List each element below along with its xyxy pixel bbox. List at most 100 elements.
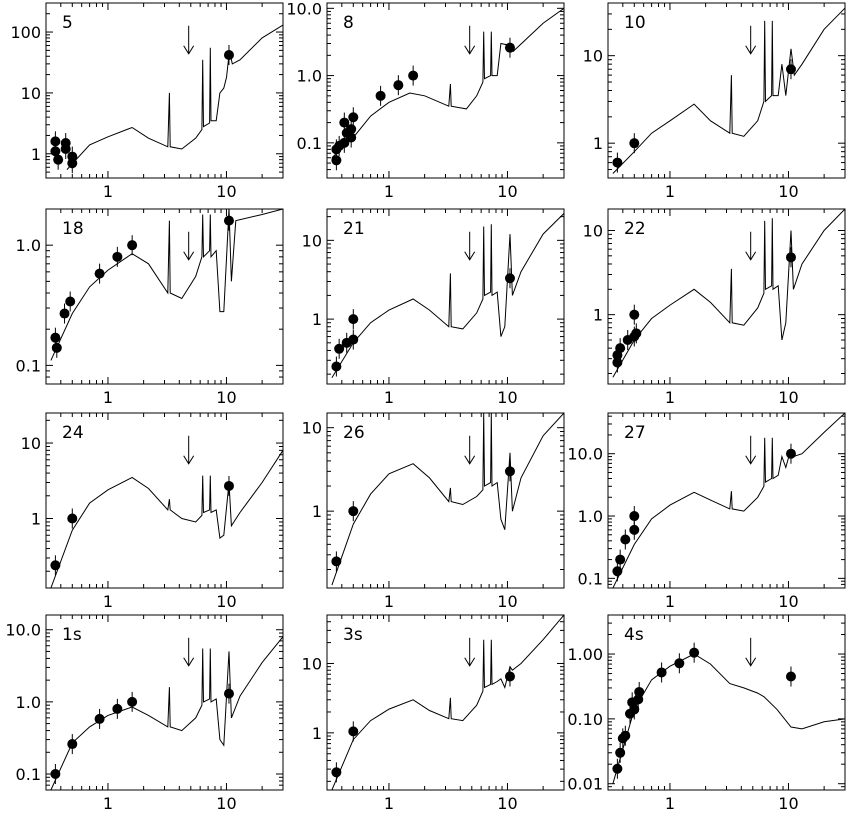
- x-tick-label: 1: [103, 592, 113, 611]
- x-tick-label: 10: [497, 794, 517, 813]
- model-sed-curve: [331, 615, 564, 790]
- data-point: [348, 334, 359, 345]
- data-point: [620, 534, 631, 545]
- x-tick-label: 1: [665, 182, 675, 201]
- upper-limit-arrowhead: [183, 455, 195, 465]
- panel-plot-area: [331, 7, 564, 171]
- data-point: [94, 268, 105, 279]
- y-tick-label: 100: [10, 23, 41, 42]
- y-tick-label: 10: [583, 221, 603, 240]
- data-point: [785, 671, 796, 682]
- sed-panel: 1 10 0.1 1.0 10.0 8: [286, 0, 565, 201]
- upper-limit-arrowhead: [183, 45, 195, 55]
- model-sed-curve: [612, 413, 845, 588]
- model-sed-curve: [50, 636, 283, 790]
- data-point: [615, 554, 626, 565]
- y-tick-label: 1: [312, 502, 322, 521]
- data-point: [674, 658, 685, 669]
- sed-panel: 1 10 0.1 1.0 10.0 27: [567, 412, 846, 611]
- data-point: [408, 70, 419, 81]
- sed-panel: 1 10 1 10 22: [583, 208, 846, 407]
- x-tick-label: 10: [778, 388, 798, 407]
- upper-limit-arrowhead: [745, 251, 757, 261]
- data-point: [346, 124, 357, 135]
- x-tick-label: 10: [778, 182, 798, 201]
- data-point: [348, 314, 359, 325]
- y-tick-label: 10: [583, 47, 603, 66]
- y-tick-label: 0.1: [16, 765, 41, 784]
- sed-panel: 1 10 1 10 21: [302, 208, 565, 407]
- y-tick-label: 1: [31, 510, 41, 529]
- y-tick-label: 10.0: [286, 0, 322, 18]
- data-point: [504, 466, 515, 477]
- y-tick-label: 1.00: [567, 645, 603, 664]
- y-tick-label: 1.0: [578, 507, 603, 526]
- y-tick-label: 1.0: [16, 236, 41, 255]
- y-tick-label: 10: [302, 231, 322, 250]
- panel-plot-area: [50, 435, 283, 588]
- panel-plot-area: [612, 7, 845, 174]
- panel-id-label: 18: [62, 219, 84, 239]
- upper-limit-arrowhead: [745, 45, 757, 55]
- x-tick-label: 10: [497, 182, 517, 201]
- panel-plot-area: [331, 213, 564, 379]
- y-tick-label: 0.1: [16, 356, 41, 375]
- panel-id-label: 27: [624, 423, 646, 443]
- x-tick-label: 1: [384, 182, 394, 201]
- data-point: [375, 90, 386, 101]
- y-tick-label: 0.10: [567, 710, 603, 729]
- data-point: [633, 694, 644, 705]
- panel-id-label: 4s: [624, 625, 644, 645]
- upper-limit-arrowhead: [464, 251, 476, 261]
- x-tick-label: 1: [665, 794, 675, 813]
- y-tick-label: 1.0: [16, 693, 41, 712]
- panel-plot-area: [331, 413, 564, 586]
- data-point: [689, 647, 700, 658]
- panel-plot-area: [331, 615, 564, 790]
- model-sed-curve: [331, 413, 564, 586]
- data-point: [67, 513, 78, 524]
- y-tick-label: 1: [31, 145, 41, 164]
- data-point: [615, 343, 626, 354]
- x-tick-label: 1: [384, 592, 394, 611]
- x-tick-label: 1: [665, 592, 675, 611]
- data-point: [348, 506, 359, 517]
- data-point: [620, 730, 631, 741]
- sed-panel: 1 10 1 10 10: [583, 2, 846, 201]
- data-point: [504, 671, 515, 682]
- data-point: [59, 308, 70, 319]
- y-tick-label: 10.0: [567, 445, 603, 464]
- sed-panel: 1 10 0.1 1.0 18: [16, 208, 284, 407]
- data-point: [656, 667, 667, 678]
- x-tick-label: 10: [497, 388, 517, 407]
- data-point: [785, 64, 796, 75]
- data-point: [348, 112, 359, 123]
- model-sed-curve: [612, 209, 845, 378]
- data-point: [65, 296, 76, 307]
- panel-id-label: 24: [62, 423, 84, 443]
- x-tick-label: 10: [216, 592, 236, 611]
- data-point: [67, 158, 78, 169]
- x-tick-label: 10: [216, 794, 236, 813]
- x-tick-label: 10: [778, 794, 798, 813]
- data-point: [393, 80, 404, 91]
- data-point: [629, 704, 640, 715]
- panel-plot-area: [612, 413, 845, 588]
- panel-id-label: 21: [343, 219, 365, 239]
- panel-plot-area: [50, 636, 283, 790]
- x-tick-label: 1: [384, 794, 394, 813]
- panel-plot-area: [612, 637, 845, 784]
- upper-limit-arrowhead: [464, 657, 476, 667]
- data-point: [51, 342, 62, 353]
- data-point: [785, 252, 796, 263]
- data-point: [331, 155, 342, 166]
- sed-panel: 1 10 0.1 1.0 10.0 1s: [5, 614, 284, 813]
- model-sed-curve: [612, 653, 845, 784]
- data-point: [629, 511, 640, 522]
- panel-id-label: 1s: [62, 625, 82, 645]
- data-point: [127, 240, 138, 251]
- data-point: [348, 726, 359, 737]
- panel-plot-area: [50, 24, 283, 174]
- data-point: [112, 251, 123, 262]
